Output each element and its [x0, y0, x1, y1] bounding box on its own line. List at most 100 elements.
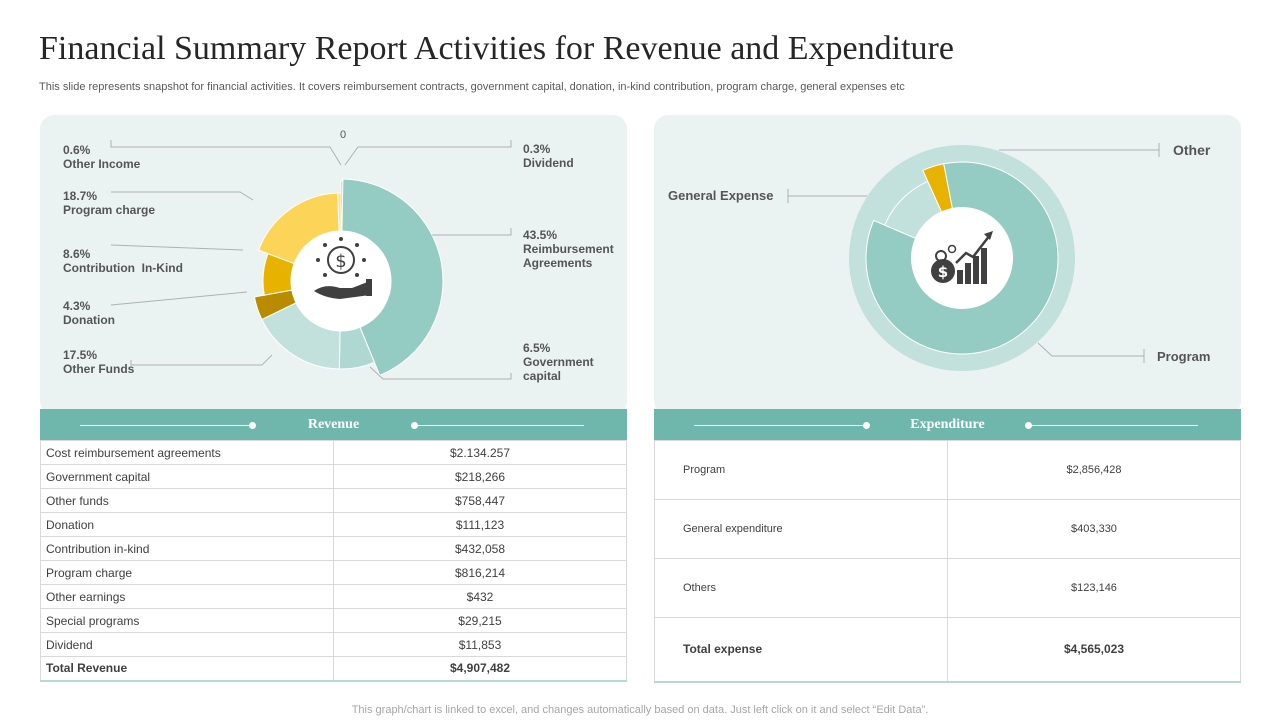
revenue-value-cell: $432	[333, 584, 627, 609]
donation-name: Donation	[63, 313, 115, 327]
expenditure-value-cell: $2,856,428	[947, 440, 1241, 500]
band-dot-left	[863, 422, 870, 429]
table-row: Program $2,856,428	[654, 440, 1241, 500]
reimbursement-percent: 43.5%	[523, 228, 558, 242]
government-capital-percent: 6.5%	[523, 341, 551, 355]
label-other: Other	[1173, 142, 1211, 158]
revenue-value-cell: $2.134.257	[333, 440, 627, 465]
revenue-label-cell: Total Revenue	[40, 656, 334, 682]
revenue-header-band: Revenue	[40, 409, 627, 440]
footer-note: This graph/chart is linked to excel, and…	[351, 704, 929, 716]
donation-percent: 4.3%	[63, 299, 91, 313]
other-funds-percent: 17.5%	[63, 348, 98, 362]
money-hand-icon: $	[314, 237, 372, 299]
revenue-value-cell: $11,853	[333, 632, 627, 657]
leader-line-government-capital	[369, 366, 512, 380]
expenditure-value-cell: $403,330	[947, 499, 1241, 559]
revenue-label-cell: Other earnings	[40, 584, 334, 609]
leader-line-program	[1037, 342, 1144, 357]
program-charge-percent: 18.7%	[63, 189, 98, 203]
expenditure-label-cell: Program	[654, 440, 948, 500]
other-funds-name: Other Funds	[63, 362, 135, 376]
expenditure-heading: Expenditure	[910, 417, 985, 432]
label-dividend: 0.3% Dividend	[523, 142, 574, 170]
table-row: Cost reimbursement agreements $2.134.257	[40, 440, 627, 465]
expenditure-header-band: Expenditure	[654, 409, 1241, 440]
table-row: Total Revenue $4,907,482	[40, 656, 627, 682]
table-row: Program charge $816,214	[40, 560, 627, 585]
table-row: Total expense $4,565,023	[654, 617, 1241, 683]
revenue-label-cell: Donation	[40, 512, 334, 537]
label-program-charge: 18.7% Program charge	[63, 189, 155, 217]
dividend-percent: 0.3%	[523, 142, 551, 156]
revenue-label-cell: Special programs	[40, 608, 334, 633]
label-reimbursement: 43.5% Reimbursement Agreements	[523, 228, 623, 270]
table-row: Contribution in-kind $432,058	[40, 536, 627, 561]
revenue-table: Cost reimbursement agreements $2.134.257 G…	[40, 440, 627, 682]
expenditure-value-cell: $4,565,023	[947, 617, 1241, 683]
leader-line-other-income	[110, 140, 342, 166]
band-line-right	[414, 425, 584, 426]
revenue-value-cell: $218,266	[333, 464, 627, 489]
table-row: Special programs $29,215	[40, 608, 627, 633]
band-line-left	[80, 425, 252, 426]
label-contribution-in-kind: 8.6% Contribution In-Kind	[63, 247, 183, 275]
expenditure-label-cell: Total expense	[654, 617, 948, 683]
band-dot-left	[249, 422, 256, 429]
revenue-center-circle	[291, 231, 391, 331]
leader-line-reimbursement	[432, 228, 512, 236]
table-row: Donation $111,123	[40, 512, 627, 537]
contribution-name: Contribution In-Kind	[63, 261, 183, 275]
expenditure-value-cell: $123,146	[947, 558, 1241, 618]
revenue-donut-chart: $	[110, 140, 512, 380]
top-zero-label: 0	[340, 129, 347, 141]
revenue-label-cell: Government capital	[40, 464, 334, 489]
other-income-percent: 0.6%	[63, 143, 91, 157]
dividend-name: Dividend	[523, 156, 574, 170]
revenue-heading: Revenue	[307, 417, 360, 432]
band-line-left	[694, 425, 866, 426]
leader-line-other-funds	[130, 354, 273, 366]
page-title: Financial Summary Report Activities for …	[39, 30, 954, 67]
growth-chart-dollar-icon: $	[931, 231, 993, 284]
program-charge-name: Program charge	[63, 203, 156, 217]
label-other-income: 0.6% Other Income	[63, 143, 140, 171]
leader-line-dividend	[344, 140, 512, 166]
leader-line-donation	[110, 291, 248, 306]
expenditure-label-cell: General expenditure	[654, 499, 948, 559]
reimbursement-name: Reimbursement Agreements	[523, 242, 614, 270]
leader-line-contribution	[110, 244, 244, 251]
table-row: Other earnings $432	[40, 584, 627, 609]
table-row: Dividend $11,853	[40, 632, 627, 657]
table-row: General expenditure $403,330	[654, 499, 1241, 559]
svg-text:$: $	[938, 263, 948, 281]
revenue-label-cell: Program charge	[40, 560, 334, 585]
other-income-name: Other Income	[63, 157, 141, 171]
revenue-value-cell: $432,058	[333, 536, 627, 561]
expenditure-label-cell: Others	[654, 558, 948, 618]
table-row: Others $123,146	[654, 558, 1241, 618]
label-program: Program	[1157, 349, 1211, 364]
label-donation: 4.3% Donation	[63, 299, 115, 327]
label-general-expense: General Expense	[668, 188, 774, 203]
expenditure-donut-chart: $	[787, 143, 1160, 371]
revenue-value-cell: $758,447	[333, 488, 627, 513]
revenue-value-cell: $29,215	[333, 608, 627, 633]
band-line-right	[1028, 425, 1198, 426]
table-row: Government capital $218,266	[40, 464, 627, 489]
label-government-capital: 6.5% Government capital	[523, 341, 603, 383]
revenue-value-cell: $111,123	[333, 512, 627, 537]
revenue-chart-panel: $ 0 0.6% Other Income 18.7% Program char…	[40, 115, 627, 415]
table-row: Other funds $758,447	[40, 488, 627, 513]
leader-line-program-charge	[111, 191, 254, 201]
contribution-percent: 8.6%	[63, 247, 91, 261]
expenditure-chart-panel: $ Other General Expense Program	[654, 115, 1241, 415]
expenditure-table: Program $2,856,428 General expenditure $403…	[654, 440, 1241, 683]
revenue-label-cell: Cost reimbursement agreements	[40, 440, 334, 465]
revenue-label-cell: Other funds	[40, 488, 334, 513]
label-other-funds: 17.5% Other Funds	[63, 348, 134, 376]
government-capital-name: Government capital	[523, 355, 594, 383]
page-subtitle: This slide represents snapshot for finan…	[39, 81, 905, 93]
revenue-label-cell: Contribution in-kind	[40, 536, 334, 561]
revenue-value-cell: $816,214	[333, 560, 627, 585]
